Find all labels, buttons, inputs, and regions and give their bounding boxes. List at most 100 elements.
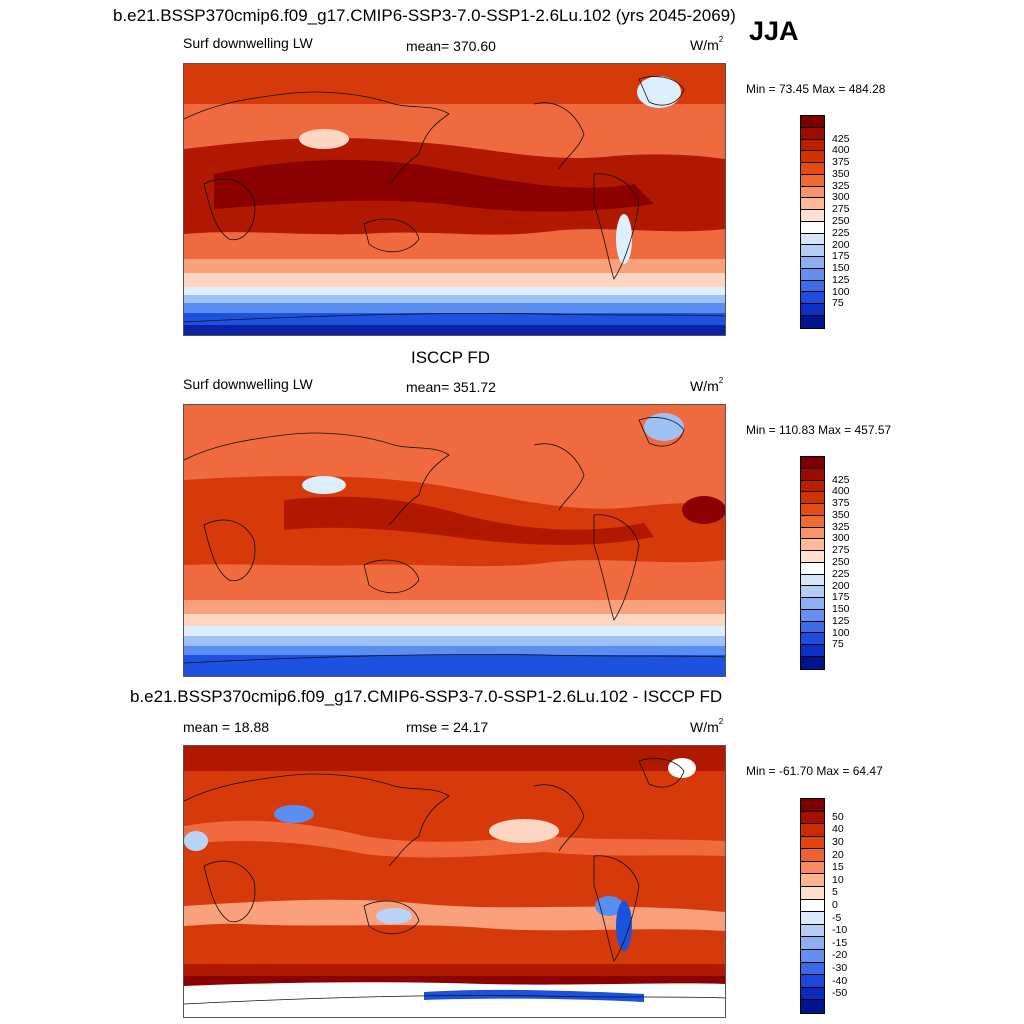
colorbar-segment: [801, 186, 824, 199]
field-east-pacific: [489, 819, 559, 843]
colorbar-tick-label: 75: [832, 638, 844, 651]
colorbar-segment: [801, 1000, 824, 1013]
panel-2-title: ISCCP FD: [411, 348, 491, 367]
colorbar-segment: [801, 116, 824, 128]
colorbar-tick-label: 30: [832, 836, 844, 849]
colorbar-tick-label: -40: [832, 974, 848, 987]
colorbar-segment: [801, 912, 824, 925]
colorbar-segment: [801, 949, 824, 963]
panel-2-variable: Surf downwelling LW: [183, 376, 313, 392]
field-southern-ocean: [184, 287, 725, 295]
colorbar-segment: [801, 492, 824, 505]
colorbar-tick-label: -30: [832, 961, 848, 974]
colorbar-tick-label: 325: [832, 179, 850, 192]
colorbar-tick-label: 125: [832, 273, 850, 286]
panel-2-colorbar: [800, 456, 825, 670]
colorbar-segment: [801, 621, 824, 634]
colorbar-tick-label: 200: [832, 579, 850, 592]
colorbar-segment: [801, 861, 824, 875]
panel-1-map: [183, 63, 726, 336]
field-andes: [616, 214, 632, 264]
panel-2-coastlines: [184, 417, 725, 664]
field-antarctic-interior: [184, 325, 725, 335]
colorbar-segment: [801, 515, 824, 528]
colorbar-segment: [801, 657, 824, 669]
colorbar-tick-label: 400: [832, 485, 850, 498]
field-tibet: [299, 129, 349, 149]
field-west-africa: [184, 831, 208, 851]
colorbar-segment: [801, 887, 824, 900]
panel-3-colorbar: [800, 798, 825, 1014]
colorbar-segment: [801, 268, 824, 281]
field-southern-ocean: [184, 964, 725, 976]
colorbar-tick-label: 125: [832, 614, 850, 627]
field-arctic: [184, 64, 725, 104]
colorbar-segment: [801, 551, 824, 563]
colorbar-segment: [801, 799, 824, 812]
colorbar-tick-label: 425: [832, 473, 850, 486]
panel-3-mean: mean = 18.88: [183, 719, 270, 735]
colorbar-segment: [801, 849, 824, 862]
field-australia: [376, 908, 412, 924]
colorbar-segment: [801, 899, 824, 913]
colorbar-tick-label: 275: [832, 203, 850, 216]
panel-3-units: W/m2: [690, 717, 724, 735]
colorbar-segment: [801, 562, 824, 575]
colorbar-segment: [801, 480, 824, 493]
colorbar-segment: [801, 574, 824, 587]
colorbar-segment: [801, 975, 824, 988]
colorbar-segment: [801, 824, 824, 837]
field-south-cool: [184, 273, 725, 287]
field-southern-ocean: [184, 626, 725, 636]
field-subtropics-north: [184, 820, 725, 858]
field-south-cool: [184, 614, 725, 626]
panel-3-title: b.e21.BSSP370cmip6.f09_g17.CMIP6-SSP3-7.…: [130, 687, 723, 706]
panel-2-units: W/m2: [690, 376, 724, 394]
field-sea-ice-edge: [184, 295, 725, 303]
field-warm-pool: [214, 159, 654, 212]
panel-1-colorbar: [800, 115, 825, 329]
colorbar-tick-label: 425: [832, 132, 850, 145]
field-south-america: [595, 896, 623, 916]
colorbar-segment: [801, 539, 824, 552]
colorbar-tick-label: 75: [832, 297, 844, 310]
colorbar-segment: [801, 874, 824, 888]
colorbar-tick-label: 400: [832, 144, 850, 157]
colorbar-segment: [801, 292, 824, 305]
colorbar-tick-label: -20: [832, 949, 848, 962]
panel-3-minmax: Min = -61.70 Max = 64.47: [746, 764, 883, 778]
colorbar-segment: [801, 836, 824, 850]
panel-1-title: b.e21.BSSP370cmip6.f09_g17.CMIP6-SSP3-7.…: [113, 6, 736, 25]
colorbar-segment: [801, 316, 824, 328]
panel-3-map-svg: [184, 746, 725, 1017]
colorbar-tick-label: -15: [832, 936, 848, 949]
field-sea-ice-edge: [184, 636, 725, 646]
panel-2-map-svg: [184, 405, 725, 676]
colorbar-tick-label: 150: [832, 603, 850, 616]
panel-1-mean: mean= 370.60: [406, 38, 496, 54]
colorbar-tick-label: 5: [832, 886, 838, 899]
colorbar-segment: [801, 210, 824, 222]
panel-1-variable: Surf downwelling LW: [183, 35, 313, 51]
colorbar-tick-label: 300: [832, 532, 850, 545]
colorbar-tick-label: 225: [832, 567, 850, 580]
colorbar-segment: [801, 221, 824, 234]
colorbar-segment: [801, 527, 824, 540]
panel-3-coastlines: [184, 758, 725, 1005]
field-caribbean: [682, 496, 725, 524]
panel-3-map: [183, 745, 726, 1018]
field-south-mid: [184, 259, 725, 273]
colorbar-tick-label: 175: [832, 250, 850, 263]
colorbar-tick-label: 175: [832, 591, 850, 604]
colorbar-tick-label: 250: [832, 215, 850, 227]
colorbar-segment: [801, 811, 824, 825]
colorbar-segment: [801, 586, 824, 599]
colorbar-tick-label: 275: [832, 544, 850, 557]
panel-2-mean: mean= 351.72: [406, 379, 496, 395]
season-label: JJA: [749, 16, 799, 46]
colorbar-tick-label: 325: [832, 520, 850, 533]
colorbar-segment: [801, 163, 824, 175]
colorbar-tick-label: 20: [832, 848, 844, 861]
panel-2-minmax: Min = 110.83 Max = 457.57: [746, 423, 892, 437]
colorbar-tick-label: 225: [832, 226, 850, 239]
